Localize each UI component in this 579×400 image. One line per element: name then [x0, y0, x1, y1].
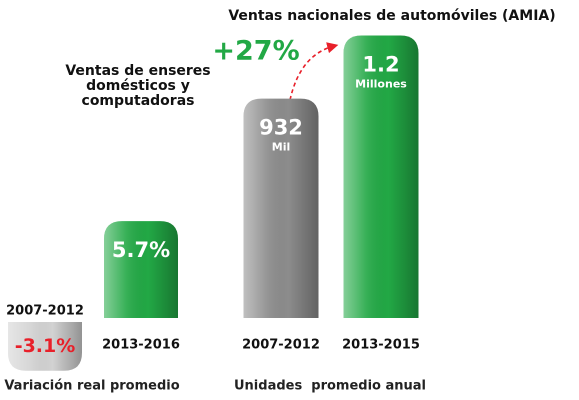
x-tick-label: 2007-2012	[6, 304, 84, 319]
chart-title: Ventas nacionales de automóviles (AMIA)	[228, 8, 555, 24]
value-unit: Millones	[355, 78, 407, 91]
growth-arrow	[289, 42, 339, 101]
x-tick-label: 2007-2012	[242, 338, 320, 353]
annotation: +27%	[212, 36, 299, 67]
chart-title: Ventas de enseres domésticos y computado…	[65, 63, 211, 109]
bar-shading	[8, 322, 82, 371]
value-unit: Mil	[272, 141, 291, 154]
x-tick-label: 2013-2015	[342, 338, 420, 353]
bar-shading	[343, 35, 419, 319]
x-axis-label: Variación real promedio	[4, 379, 179, 394]
value-label: 932	[259, 116, 303, 140]
bar-shading	[243, 98, 319, 318]
bar-shading	[104, 221, 178, 318]
x-axis-label: Unidades promedio anual	[234, 379, 426, 394]
value-label: 5.7%	[112, 238, 170, 262]
value-label: -3.1%	[15, 335, 76, 357]
x-tick-label: 2013-2016	[102, 338, 180, 353]
value-label: 1.2	[362, 53, 399, 77]
